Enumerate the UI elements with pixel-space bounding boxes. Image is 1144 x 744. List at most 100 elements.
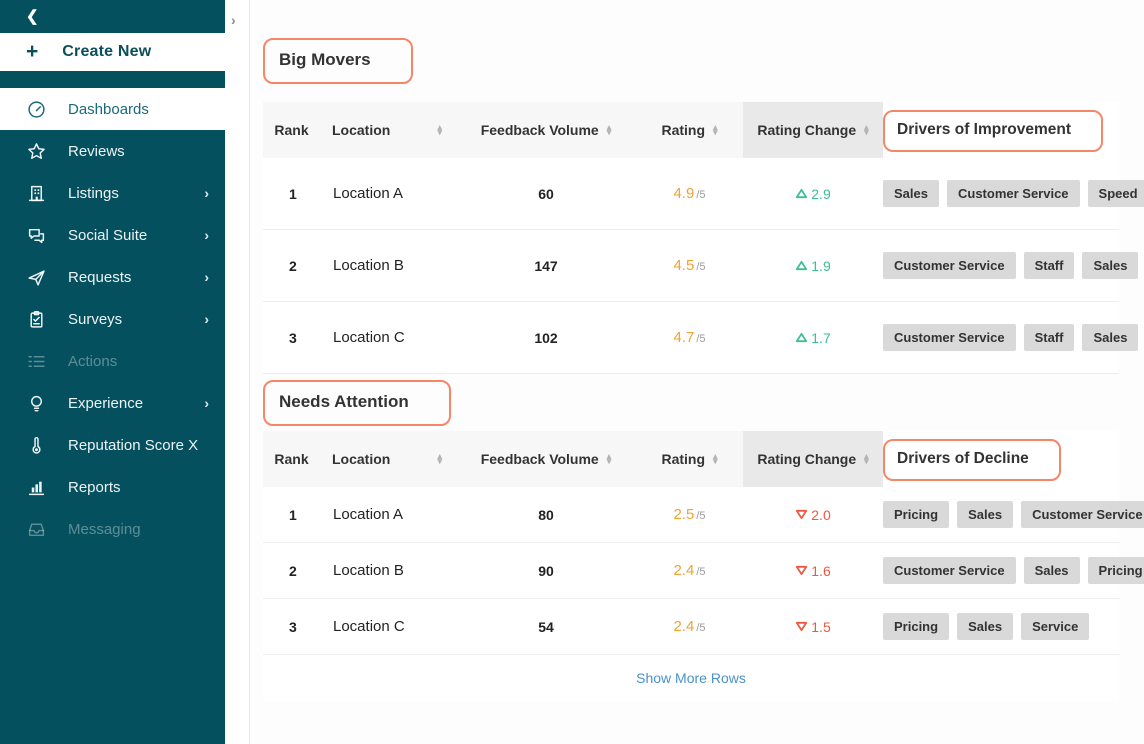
column-header-drivers-of-improvement: Drivers of Improvement [883,102,1119,158]
rating-change-value: 1.7 [811,329,831,346]
sort-icon[interactable]: ▴ ▾ [606,121,612,137]
sidebar-item-reviews[interactable]: Reviews [0,130,225,172]
show-more-bar: Show More Rows [263,655,1119,701]
table-big-movers: Rank Location ▴ ▾ Feedback Volume ▴ ▾ Rating ▴ ▾ R… [263,102,1144,374]
rank-cell: 3 [289,618,297,635]
driver-chip: Sales [1082,252,1139,279]
rating-value: 2.5 [673,506,695,523]
location-cell: Location A [333,185,404,202]
thermometer-icon [26,435,46,455]
column-header-rank: Rank [263,102,320,158]
column-header-label: Feedback Volume [480,122,599,138]
trend-down-icon [795,509,808,520]
rank-cell: 1 [289,506,297,523]
rating-change-cell: 1.5 [743,599,883,654]
sort-icon[interactable]: ▴ ▾ [437,450,442,466]
sidebar-item-surveys[interactable]: Surveys › [0,298,225,340]
feedback-volume-cell: 90 [538,562,554,579]
sidebar-item-messaging[interactable]: Messaging [0,508,225,550]
column-header-label: Rank [274,451,309,467]
table-header-row: Rank Location ▴ ▾ Feedback Volume ▴ ▾ Rating ▴ ▾ R… [263,102,1119,158]
clipboard-icon [26,309,46,329]
sidebar-item-label: Surveys [68,310,123,328]
column-header-label: Rating Change [757,122,857,138]
sidebar-item-label: Requests [68,268,132,286]
drivers-cell: Pricing Sales Service [883,599,1119,654]
table-row: 3 Location C 102 4.7/5 1.7 Customer Service St… [263,302,1139,374]
sidebar-nav: Dashboards Reviews Listings › Social Suite › R… [0,88,225,550]
sidebar-item-label: Actions [68,352,118,370]
sidebar-item-actions[interactable]: Actions [0,340,225,382]
table-row: 2 Location B 147 4.5/5 1.9 Customer Service St… [263,230,1139,302]
sidebar-item-requests[interactable]: Requests › [0,256,225,298]
sidebar-item-reports[interactable]: Reports [0,466,225,508]
driver-chip: Speed [1087,180,1144,207]
sidebar-item-experience[interactable]: Experience › [0,382,225,424]
table-header-row: Rank Location ▴ ▾ Feedback Volume ▴ ▾ Rating ▴ ▾ R… [263,431,1119,487]
rank-cell: 3 [289,329,297,346]
bar-chart-icon [26,477,46,497]
sort-icon[interactable]: ▴ ▾ [864,121,869,137]
driver-chip: Customer Service [946,180,1080,207]
column-header-rating[interactable]: Rating ▴ ▾ [636,431,743,487]
table-row: 2 Location B 90 2.4/5 1.6 Customer Service Sal… [263,543,1144,599]
table-row: 1 Location A 60 4.9/5 2.9 Sales Customer Servi… [263,158,1144,230]
sort-icon[interactable]: ▴ ▾ [713,450,718,466]
driver-chip: Sales [883,180,939,207]
chevron-right-icon[interactable]: › [231,12,236,28]
sidebar-item-listings[interactable]: Listings › [0,172,225,214]
sidebar-item-dashboards[interactable]: Dashboards [0,88,225,130]
column-header-rating[interactable]: Rating ▴ ▾ [636,102,743,158]
rating-value: 4.9 [673,185,695,202]
column-header-label: Rating Change [757,451,857,467]
rating-denominator: /5 [696,332,706,345]
rating-change-cell: 1.9 [743,230,883,301]
column-header-feedback-volume[interactable]: Feedback Volume ▴ ▾ [456,431,636,487]
driver-chip: Customer Service [883,324,1016,351]
location-cell: Location C [333,329,405,346]
sort-icon[interactable]: ▴ ▾ [437,121,442,137]
column-header-location[interactable]: Location ▴ ▾ [320,431,456,487]
sort-icon[interactable]: ▴ ▾ [606,450,612,466]
rating-value: 2.4 [673,618,695,635]
rating-change-cell: 1.6 [743,543,883,598]
drivers-cell: Pricing Sales Customer Service [883,487,1144,542]
table-row: 1 Location A 80 2.5/5 2.0 Pricing Sales Custome… [263,487,1144,543]
lightbulb-icon [26,393,46,413]
create-new-button[interactable]: + Create New [0,33,225,71]
location-cell: Location B [333,257,404,274]
driver-chip: Customer Service [883,252,1016,279]
sort-icon[interactable]: ▴ ▾ [713,121,718,137]
feedback-volume-cell: 147 [534,257,558,274]
rating-change-cell: 1.7 [743,302,883,373]
driver-chip: Customer Service [883,557,1016,584]
create-new-label: Create New [62,43,152,60]
column-header-rating-change[interactable]: Rating Change ▴ ▾ [743,102,883,158]
trend-down-icon [795,621,808,632]
sidebar-item-label: Reviews [68,142,125,160]
rating-cell: 2.5/5 [636,487,743,542]
rating-denominator: /5 [696,509,706,522]
column-header-label: Location [332,122,391,138]
sidebar-item-label: Messaging [68,520,141,538]
sort-icon[interactable]: ▴ ▾ [864,450,869,466]
sidebar-item-social-suite[interactable]: Social Suite › [0,214,225,256]
column-header-rating-change[interactable]: Rating Change ▴ ▾ [743,431,883,487]
annotation-outline: Drivers of Decline [883,439,1061,481]
column-header-location[interactable]: Location ▴ ▾ [320,102,456,158]
driver-chip: Sales [957,613,1014,640]
gauge-icon [26,99,46,119]
driver-chip: Sales [957,501,1014,528]
table-needs-attention: Rank Location ▴ ▾ Feedback Volume ▴ ▾ Rating ▴ ▾ R… [263,431,1144,701]
column-header-label: Feedback Volume [480,451,599,467]
show-more-rows-link[interactable]: Show More Rows [636,670,746,686]
drivers-cell: Customer Service Staff Sales [883,230,1139,301]
sidebar-item-reputation-score-x[interactable]: Reputation Score X [0,424,225,466]
rating-change-value: 1.9 [811,257,831,274]
chevron-left-icon[interactable]: ❮ [26,8,39,25]
chevron-right-icon: › [204,227,209,243]
column-header-feedback-volume[interactable]: Feedback Volume ▴ ▾ [456,102,636,158]
main-content: Big Movers Rank Location ▴ ▾ Feedback Volume ▴… [250,0,1144,744]
rating-value: 2.4 [673,562,695,579]
paper-plane-icon [26,267,46,287]
